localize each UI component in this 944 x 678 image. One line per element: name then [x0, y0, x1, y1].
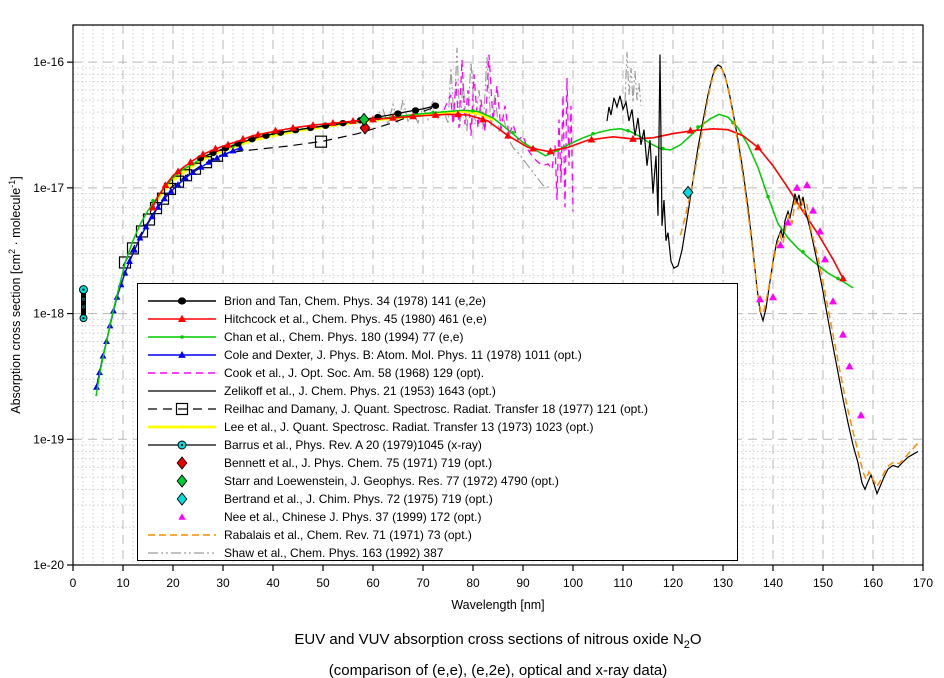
- legend-item: Shaw et al., Chem. Phys. 163 (1992) 387: [146, 544, 737, 562]
- legend-item: Chan et al., Chem. Phys. 180 (1994) 77 (…: [146, 328, 737, 346]
- x-tick-label: 110: [613, 576, 632, 590]
- y-tick-label: 1e-18: [33, 307, 64, 321]
- x-tick-label: 120: [663, 576, 683, 590]
- legend-item-label: Shaw et al., Chem. Phys. 163 (1992) 387: [224, 546, 444, 560]
- legend-item-label: Lee et al., J. Quant. Spectrosc. Radiat.…: [224, 420, 594, 434]
- legend-sample-icon: [176, 474, 188, 488]
- series-group: [79, 47, 919, 496]
- legend-sample-icon: [148, 314, 216, 323]
- legend-item-label: Bertrand et al., J. Chim. Phys. 72 (1975…: [224, 492, 493, 506]
- x-tick-label: 130: [713, 576, 733, 590]
- x-tick-label: 80: [466, 576, 480, 590]
- x-tick-label: 10: [116, 576, 130, 590]
- legend-sample-icon: [148, 335, 216, 339]
- legend-sample-icon: [176, 492, 188, 506]
- legend-sample-icon: [148, 552, 216, 554]
- series-hitchcock: [149, 110, 847, 282]
- x-axis-label: Wavelength [nm]: [451, 598, 545, 612]
- legend-item: Brion and Tan, Chem. Phys. 34 (1978) 141…: [146, 292, 737, 310]
- legend-rows: Brion and Tan, Chem. Phys. 34 (1978) 141…: [146, 292, 737, 562]
- legend-item: Hitchcock et al., Chem. Phys. 45 (1980) …: [146, 310, 737, 328]
- y-tick-label: 1e-17: [33, 181, 64, 195]
- legend-sample-icon: [148, 534, 216, 536]
- legend-item: Nee et al., Chinese J. Phys. 37 (1999) 1…: [146, 508, 737, 526]
- series-cook: [397, 54, 574, 212]
- series-nee: [756, 180, 865, 419]
- legend-item-label: Cole and Dexter, J. Phys. B: Atom. Mol. …: [224, 348, 582, 362]
- axes-frame: 0 10 20 30 40 50 60 70 80 90 100 110 120 130 140 150 160…: [33, 24, 933, 590]
- x-tick-label: 160: [863, 576, 883, 590]
- legend-item-label: Nee et al., Chinese J. Phys. 37 (1999) 1…: [224, 510, 482, 524]
- legend-item-label: Bennett et al., J. Phys. Chem. 75 (1971)…: [224, 456, 493, 470]
- x-tick-label: 90: [516, 576, 530, 590]
- x-tick-label: 60: [366, 576, 380, 590]
- legend-sample-icon: [148, 425, 216, 429]
- legend-box: Brion and Tan, Chem. Phys. 34 (1978) 141…: [137, 283, 738, 561]
- x-tick-label: 40: [266, 576, 280, 590]
- caption-line-2: (comparison of (e,e), (e,2e), optical an…: [328, 662, 668, 678]
- x-tick-label: 20: [166, 576, 180, 590]
- legend-sample-icon: [148, 440, 216, 450]
- figure-caption: EUV and VUV absorption cross sections of…: [53, 627, 943, 678]
- legend-item: Zelikoff et al., J. Chem. Phys. 21 (1953…: [146, 382, 737, 400]
- legend-item: Cook et al., J. Opt. Soc. Am. 58 (1968) …: [146, 364, 737, 382]
- legend-item: Lee et al., J. Quant. Spectrosc. Radiat.…: [146, 418, 737, 436]
- legend-item: Cole and Dexter, J. Phys. B: Atom. Mol. …: [146, 346, 737, 364]
- series-starr-loewenstein: [358, 112, 370, 127]
- legend-item: Bennett et al., J. Phys. Chem. 75 (1971)…: [146, 454, 737, 472]
- y-axis-label: Absorption cross section [cm2 · molecule…: [7, 176, 24, 414]
- y-tick-label: 1e-19: [33, 432, 64, 446]
- y-tick-label: 1e-20: [33, 558, 64, 572]
- y-tick-label: 1e-16: [33, 55, 64, 69]
- legend-sample-icon: [148, 372, 216, 374]
- legend-item: Rabalais et al., Chem. Rev. 71 (1971) 73…: [146, 526, 737, 544]
- legend-item-label: Barrus et al., Phys. Rev. A 20 (1979)104…: [224, 438, 482, 452]
- legend-item-label: Cook et al., J. Opt. Soc. Am. 58 (1968) …: [224, 366, 485, 380]
- caption-line-1: EUV and VUV absorption cross sections of…: [294, 631, 702, 651]
- x-tick-label: 140: [763, 576, 783, 590]
- x-tick-label: 170: [913, 576, 933, 590]
- legend-item-label: Zelikoff et al., J. Chem. Phys. 21 (1953…: [224, 384, 496, 398]
- legend-sample-icon: [178, 513, 186, 520]
- legend-item: Barrus et al., Phys. Rev. A 20 (1979)104…: [146, 436, 737, 454]
- x-tick-label: 150: [813, 576, 833, 590]
- legend-item-label: Hitchcock et al., Chem. Phys. 45 (1980) …: [224, 312, 487, 326]
- series-rabalais: [679, 65, 919, 489]
- legend-item-label: Chan et al., Chem. Phys. 180 (1994) 77 (…: [224, 330, 464, 344]
- legend-item-label: Brion and Tan, Chem. Phys. 34 (1978) 141…: [224, 294, 486, 308]
- legend-sample-icon: [176, 456, 188, 470]
- x-tick-label: 70: [416, 576, 430, 590]
- legend-item: Reilhac and Damany, J. Quant. Spectrosc.…: [146, 400, 737, 418]
- legend-item-label: Reilhac and Damany, J. Quant. Spectrosc.…: [224, 402, 648, 416]
- legend-sample-icon: [148, 351, 216, 358]
- legend-sample-icon: [148, 402, 216, 416]
- legend-sample-icon: [148, 297, 216, 305]
- legend-item: Bertrand et al., J. Chim. Phys. 72 (1975…: [146, 490, 737, 508]
- x-tick-label: 100: [563, 576, 583, 590]
- series-bennett: [359, 121, 371, 135]
- legend-item: Starr and Loewenstein, J. Geophys. Res. …: [146, 472, 737, 490]
- x-tick-label: 30: [216, 576, 230, 590]
- series-bertrand: [682, 185, 694, 200]
- x-tick-label: 0: [70, 576, 77, 590]
- x-tick-label: 50: [316, 576, 330, 590]
- legend-item-label: Rabalais et al., Chem. Rev. 71 (1971) 73…: [224, 528, 472, 542]
- legend-item-label: Starr and Loewenstein, J. Geophys. Res. …: [224, 474, 559, 488]
- legend-sample-icon: [148, 390, 216, 392]
- series-barrus: [79, 285, 88, 323]
